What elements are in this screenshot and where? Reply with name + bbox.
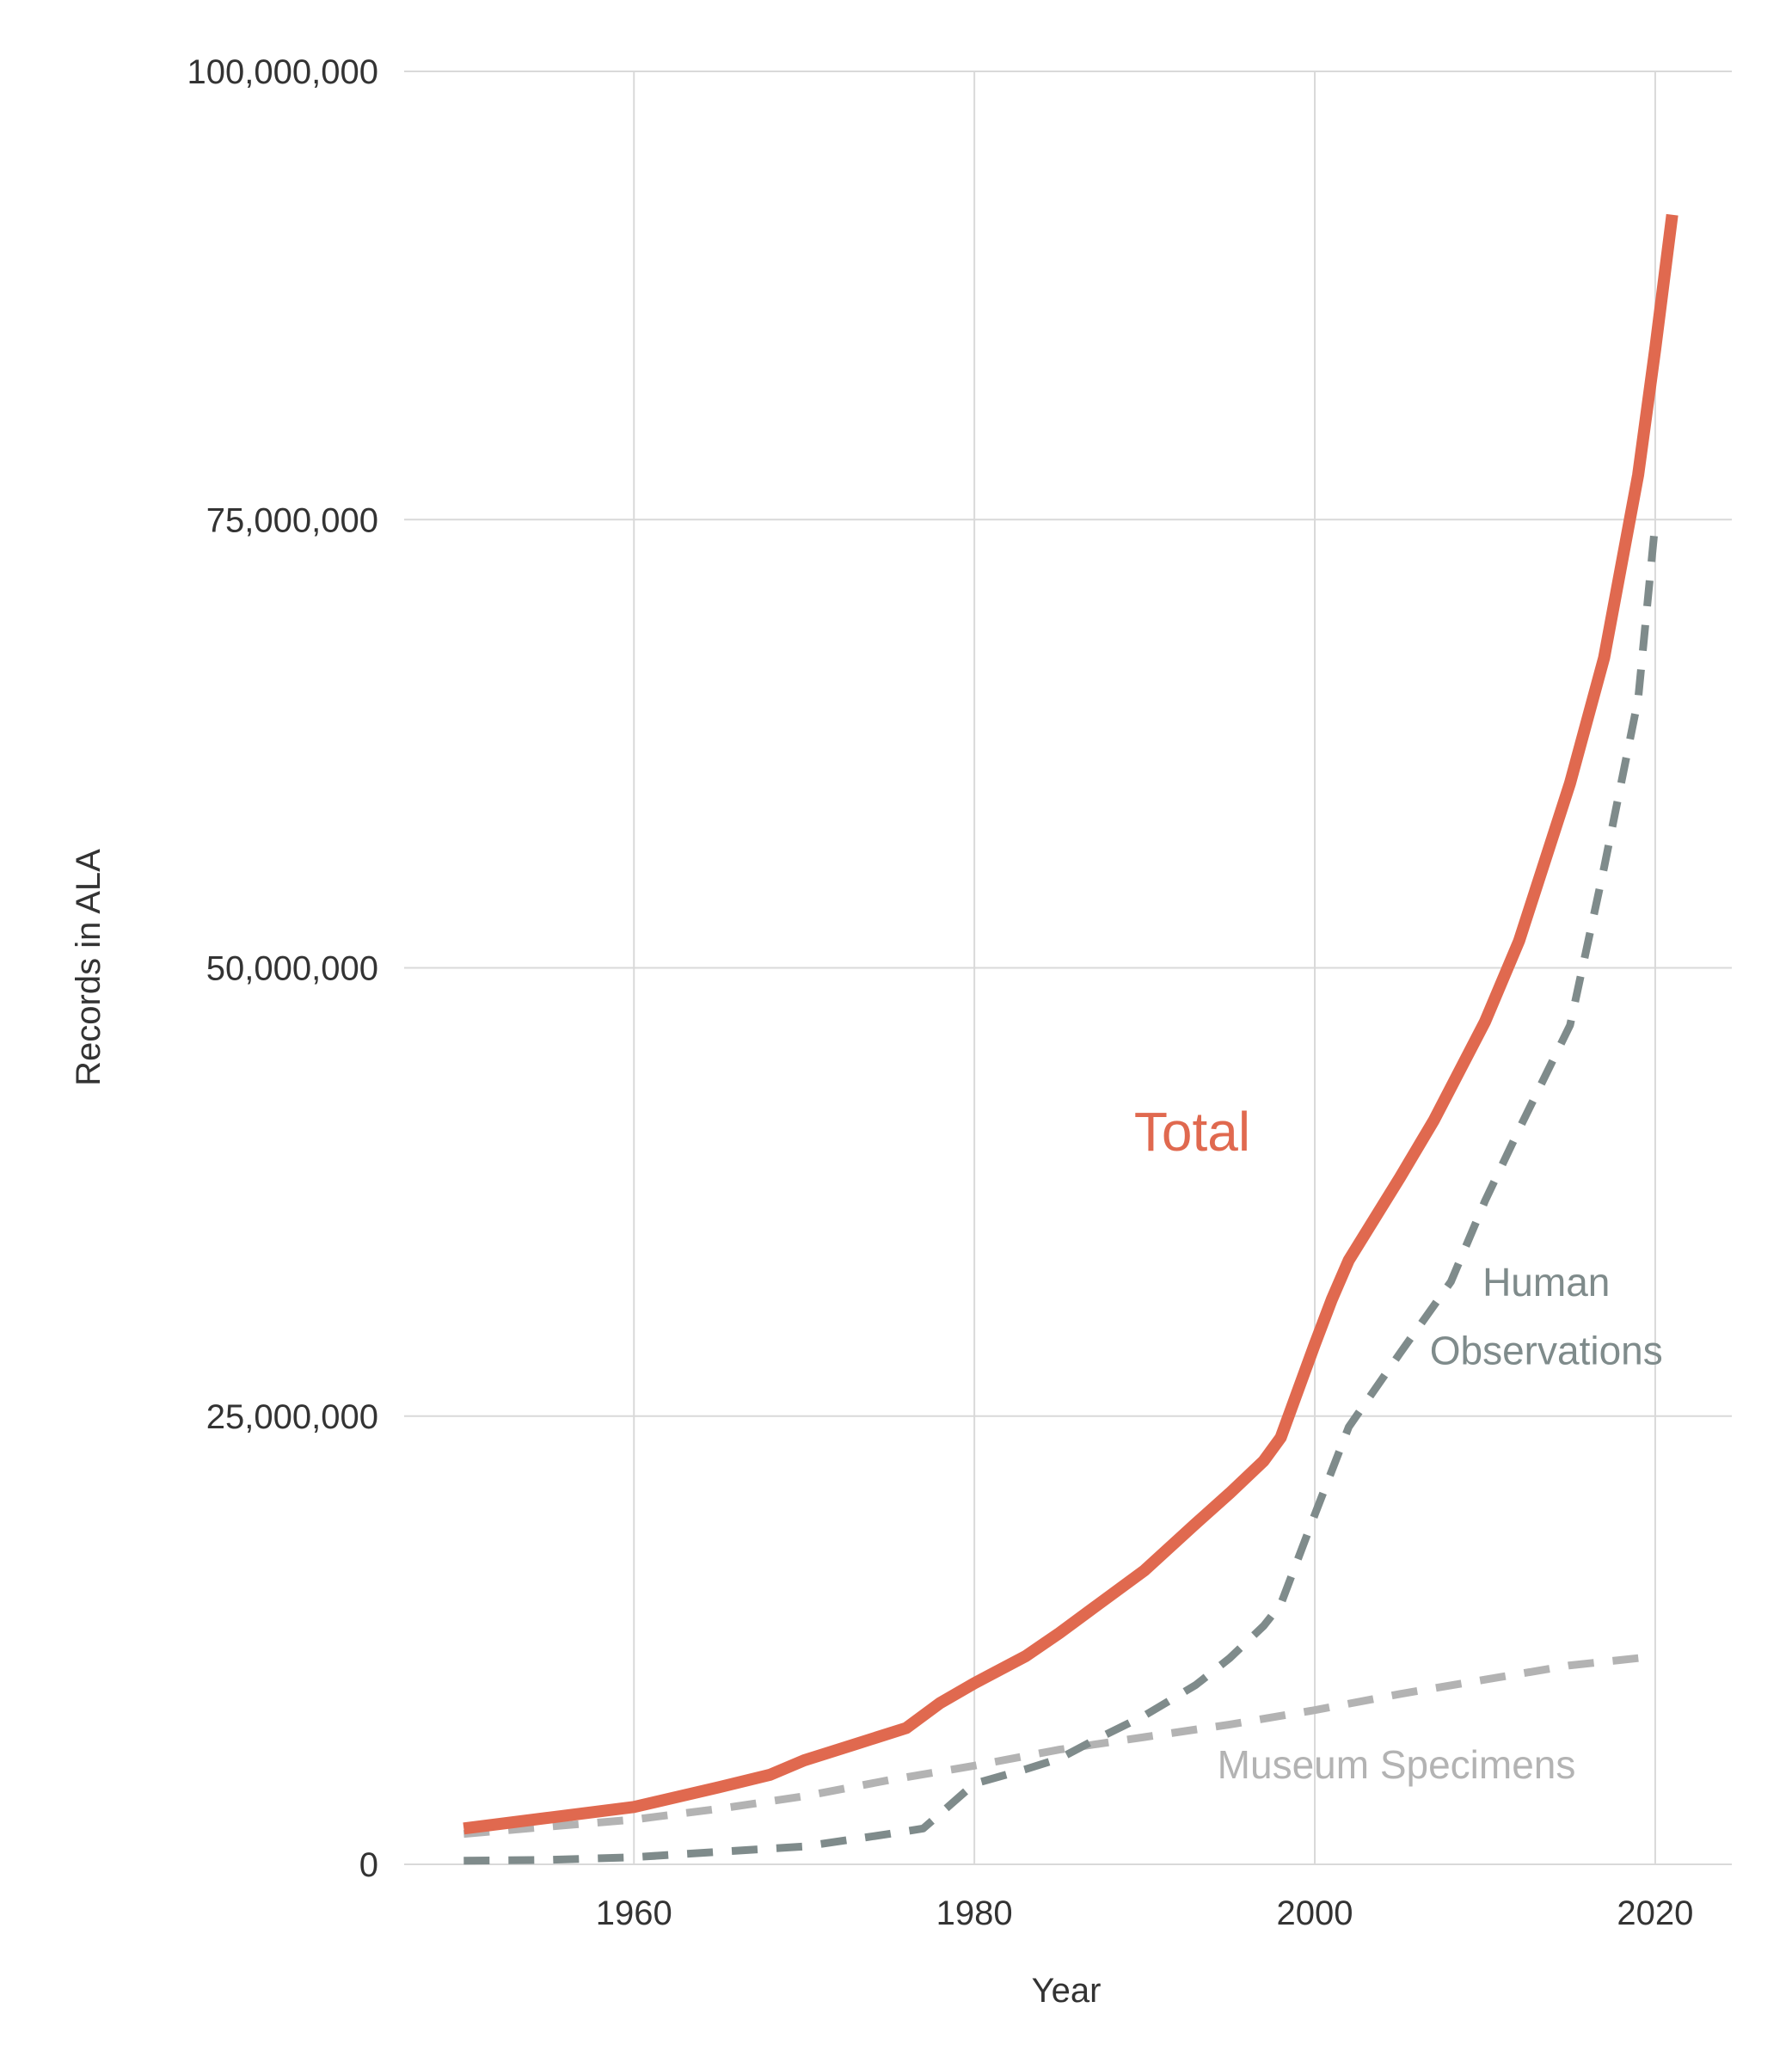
tick-label-layer: 0 25,000,000 50,000,000 75,000,000 100,000,0…	[187, 53, 1694, 1932]
series-layer	[463, 213, 1678, 1865]
x-tick-label: 2020	[1617, 1894, 1693, 1932]
y-tick-label: 0	[359, 1846, 378, 1884]
y-tick-label: 50,000,000	[206, 950, 378, 988]
grid-layer	[404, 71, 1732, 1865]
annotation-layer: Total Human Observations Museum Specimens	[1134, 1101, 1663, 1787]
y-tick-label: 75,000,000	[206, 501, 378, 539]
y-tick-label: 25,000,000	[206, 1398, 378, 1436]
annotation-museum-specimens: Museum Specimens	[1218, 1742, 1576, 1787]
annotation-observations: Observations	[1430, 1328, 1663, 1372]
y-tick-label: 100,000,000	[187, 53, 378, 91]
x-tick-label: 2000	[1277, 1894, 1353, 1932]
human-observations-line	[463, 522, 1660, 1865]
total-line	[463, 213, 1678, 1835]
x-axis-title: Year	[1032, 1972, 1102, 2010]
x-tick-label: 1960	[596, 1894, 672, 1932]
annotation-human: Human	[1482, 1260, 1610, 1305]
annotation-total: Total	[1134, 1101, 1250, 1163]
x-tick-label: 1980	[936, 1894, 1013, 1932]
y-axis-title: Records in ALA	[70, 849, 107, 1086]
museum-specimens-line	[463, 1652, 1656, 1839]
